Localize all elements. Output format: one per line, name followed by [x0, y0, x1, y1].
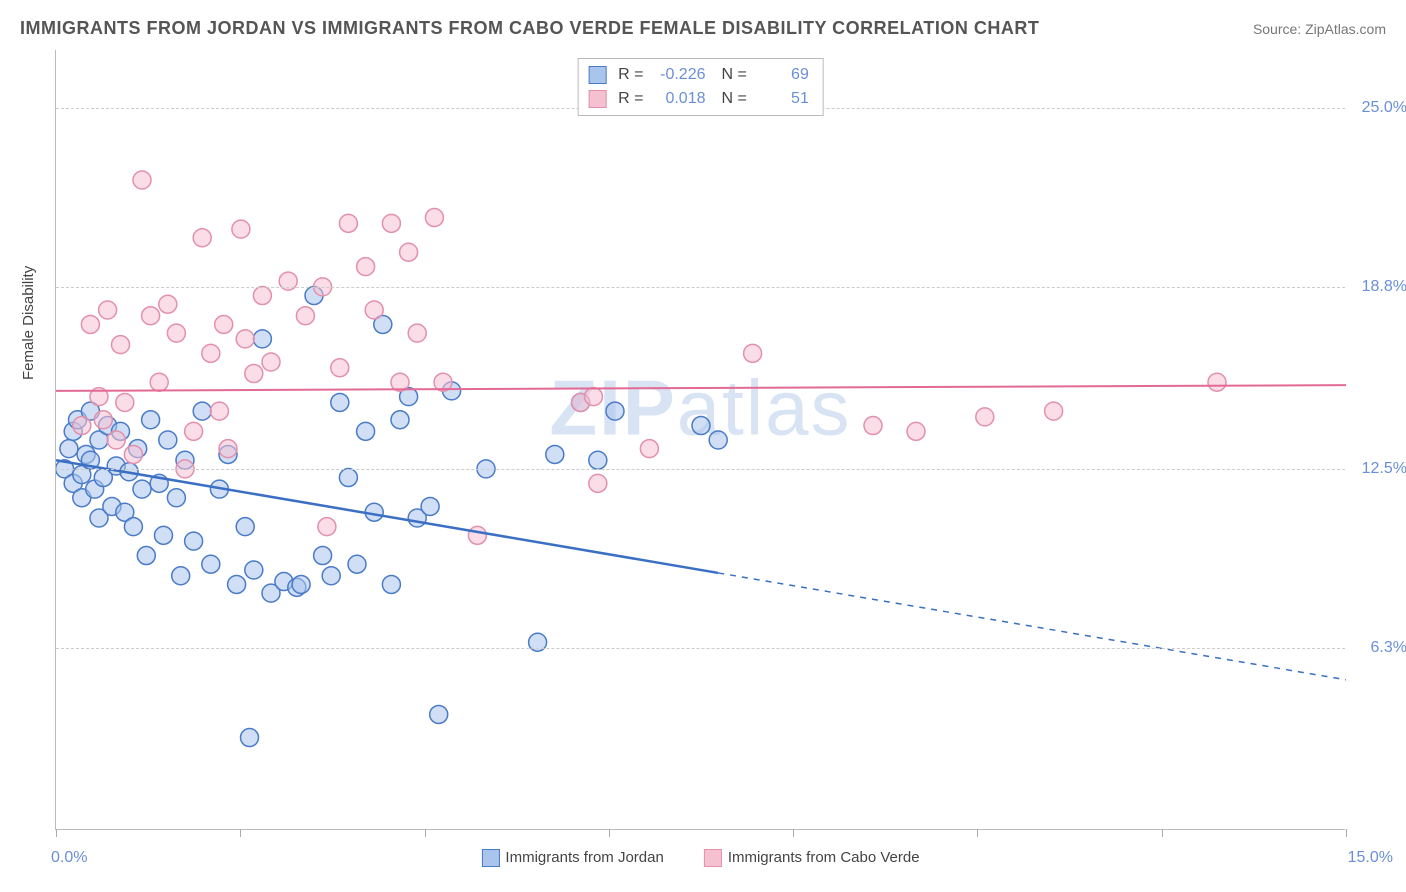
- y-axis-label: Female Disability: [20, 266, 37, 380]
- correlation-legend: R = -0.226 N = 69 R = 0.018 N = 51: [577, 58, 824, 116]
- plot-area: ZIPatlas R = -0.226 N = 69 R = 0.018 N =…: [55, 50, 1345, 830]
- legend-row-jordan: R = -0.226 N = 69: [588, 63, 809, 87]
- swatch-caboverde: [588, 90, 606, 108]
- chart-header: IMMIGRANTS FROM JORDAN VS IMMIGRANTS FRO…: [20, 18, 1386, 39]
- swatch-caboverde-icon: [704, 849, 722, 867]
- scatter-svg: [56, 50, 1346, 830]
- legend-row-caboverde: R = 0.018 N = 51: [588, 87, 809, 111]
- x-tick-min: 0.0%: [51, 849, 87, 867]
- source-attribution: Source: ZipAtlas.com: [1253, 21, 1386, 37]
- swatch-jordan: [588, 66, 606, 84]
- swatch-jordan-icon: [481, 849, 499, 867]
- x-tick-max: 15.0%: [1348, 849, 1393, 867]
- legend-item-caboverde: Immigrants from Cabo Verde: [704, 849, 920, 867]
- legend-item-jordan: Immigrants from Jordan: [481, 849, 663, 867]
- chart-title: IMMIGRANTS FROM JORDAN VS IMMIGRANTS FRO…: [20, 18, 1039, 39]
- series-legend: Immigrants from Jordan Immigrants from C…: [481, 849, 919, 867]
